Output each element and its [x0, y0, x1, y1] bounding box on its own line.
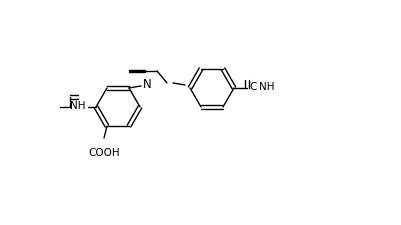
- Text: N: N: [143, 79, 151, 91]
- Text: NH: NH: [258, 82, 274, 92]
- Text: NH: NH: [70, 101, 86, 111]
- Text: COOH: COOH: [88, 148, 119, 158]
- Text: C: C: [248, 82, 256, 92]
